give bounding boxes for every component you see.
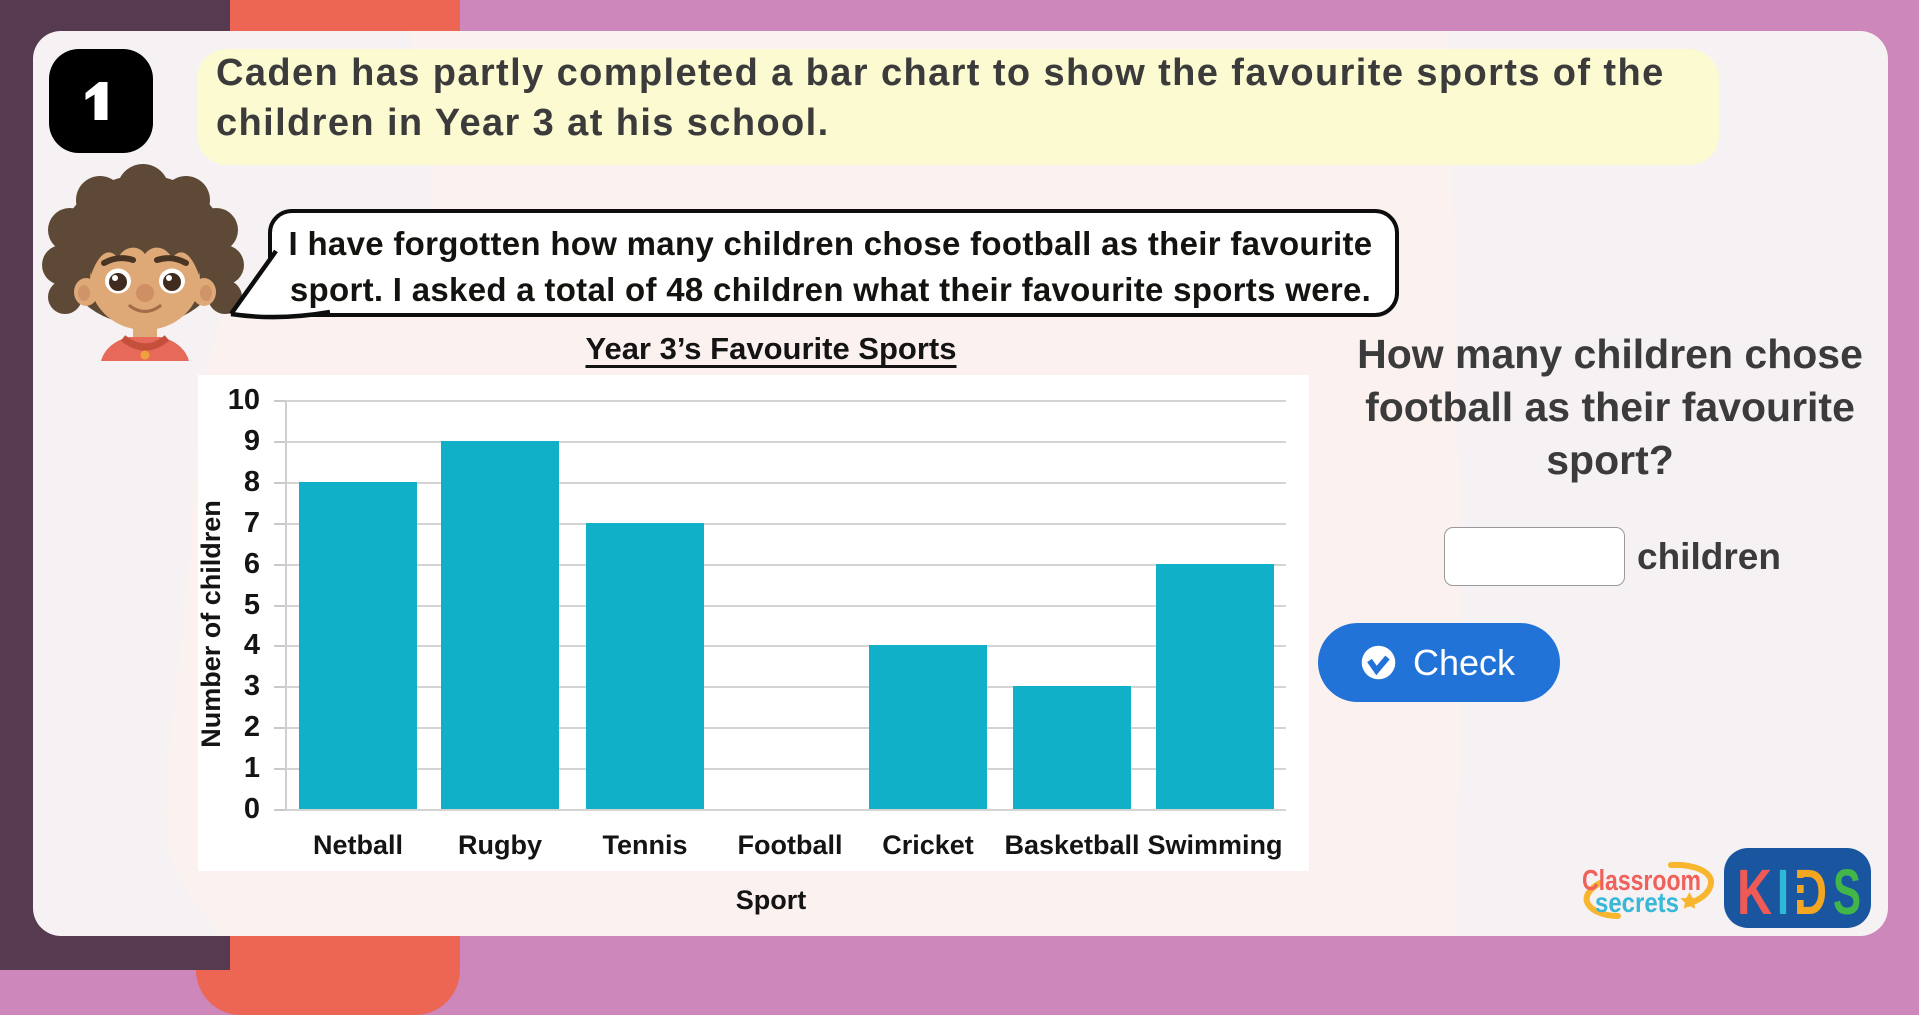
svg-text:I: I xyxy=(1777,856,1789,928)
svg-text:S: S xyxy=(1833,856,1861,928)
svg-text:secrets: secrets xyxy=(1595,887,1679,918)
svg-text:K: K xyxy=(1737,856,1772,928)
svg-text:Classroom: Classroom xyxy=(1582,865,1701,897)
svg-text:D: D xyxy=(1794,856,1827,928)
